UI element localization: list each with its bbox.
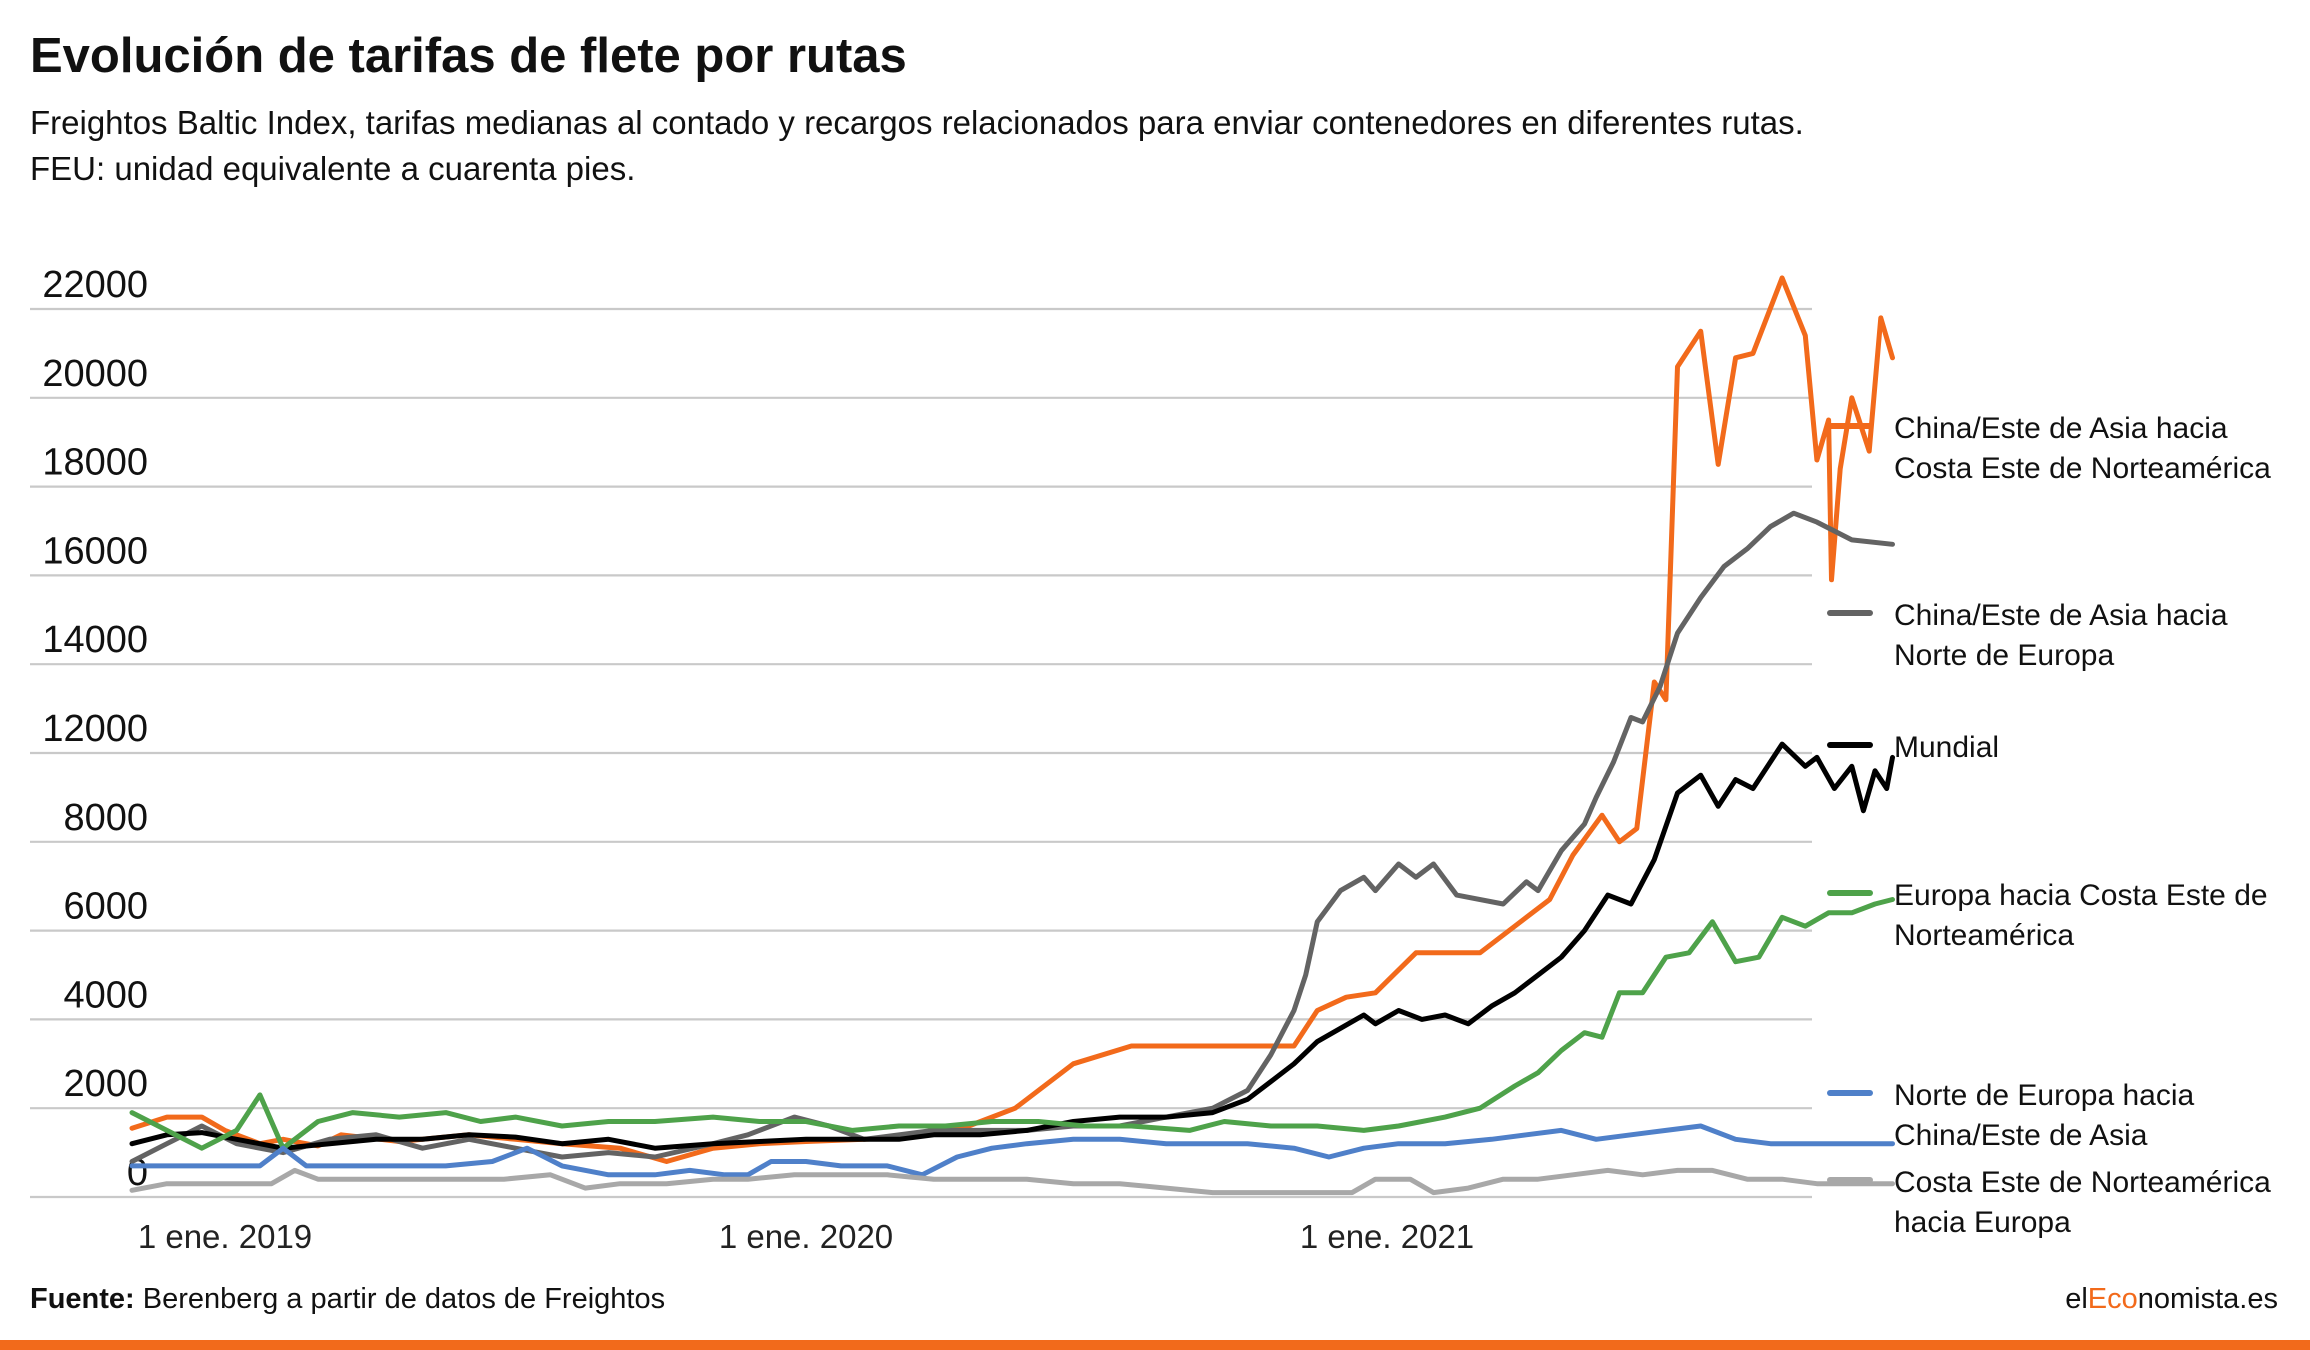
legend: China/Este de Asia hacia Costa Este de No… [1827, 412, 2271, 1239]
y-tick-label: 8000 [63, 797, 148, 839]
legend-label-5: Norte de Europa hacia [1894, 1079, 2195, 1112]
legend-label-4: Norteamérica [1894, 919, 2074, 952]
legend-label-1: China/Este de Asia hacia [1894, 412, 2228, 445]
y-tick-label: 6000 [63, 886, 148, 928]
legend-label-2: Norte de Europa [1894, 639, 2114, 672]
chart-subtitle: Freightos Baltic Index, tarifas medianas… [30, 100, 1804, 192]
y-tick-label: 4000 [63, 974, 148, 1016]
x-axis-ticks: 1 ene. 2019 1 ene. 2020 1 ene. 2021 [138, 1218, 1474, 1255]
legend-label-5: China/Este de Asia [1894, 1119, 2148, 1152]
x-tick-label: 1 ene. 2019 [138, 1218, 312, 1255]
series-line-3 [129, 741, 1895, 1151]
x-tick-label: 1 ene. 2021 [1300, 1218, 1474, 1255]
x-tick-label: 1 ene. 2020 [719, 1218, 893, 1255]
series-line-5 [129, 1123, 1895, 1178]
y-tick-label: 12000 [42, 708, 148, 750]
legend-label-6: Costa Este de Norteamérica [1894, 1166, 2271, 1199]
legend-label-3: Mundial [1894, 731, 1999, 764]
subtitle-line-1: Freightos Baltic Index, tarifas medianas… [30, 104, 1804, 141]
series-line-6 [129, 1167, 1895, 1196]
chart-title: Evolución de tarifas de flete por rutas [30, 29, 907, 83]
line-chart: 0200040006000800012000140001600018000200… [30, 264, 2271, 1255]
legend-label-4: Europa hacia Costa Este de [1894, 879, 2268, 912]
y-tick-label: 2000 [63, 1063, 148, 1105]
brand-accent-bar [0, 1340, 2310, 1350]
y-axis-ticks: 0200040006000800012000140001600018000200… [42, 264, 148, 1194]
brand-part-1: el [2065, 1283, 2088, 1315]
brand-part-3: nomista.es [2137, 1283, 2278, 1315]
y-tick-label: 16000 [42, 530, 148, 572]
y-tick-label: 20000 [42, 353, 148, 395]
y-tick-label: 22000 [42, 264, 148, 306]
brand-part-2: Eco [2087, 1283, 2138, 1315]
grid-lines [30, 307, 1812, 1199]
y-tick-label: 14000 [42, 619, 148, 661]
series-line-4 [129, 897, 1895, 1151]
legend-label-1: Costa Este de Norteamérica [1894, 452, 2271, 485]
y-tick-label: 18000 [42, 442, 148, 484]
brand-logo: elEconomista.es [2065, 1283, 2278, 1316]
series-lines [129, 275, 1895, 1196]
legend-label-2: China/Este de Asia hacia [1894, 599, 2228, 632]
source-label: Fuente: [30, 1283, 135, 1315]
legend-label-6: hacia Europa [1894, 1206, 2071, 1239]
source-text: Berenberg a partir de datos de Freightos [134, 1283, 666, 1315]
subtitle-line-2: FEU: unidad equivalente a cuarenta pies. [30, 150, 636, 187]
source-note: Fuente: Berenberg a partir de datos de F… [30, 1283, 665, 1316]
